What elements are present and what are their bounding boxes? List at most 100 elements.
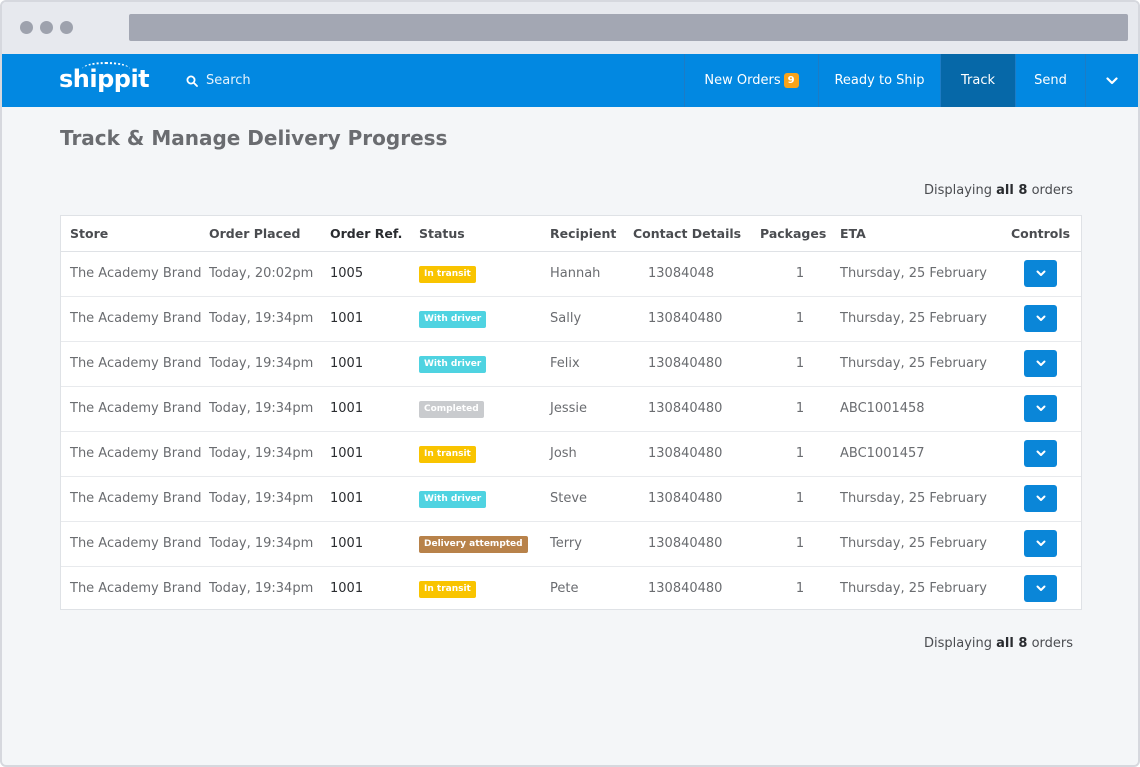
chevron-down-icon bbox=[1106, 76, 1118, 84]
search-icon bbox=[186, 75, 198, 87]
cell-store: The Academy Brand bbox=[61, 386, 209, 432]
cell-status: With driver bbox=[419, 296, 550, 342]
search-placeholder: Search bbox=[206, 73, 251, 88]
cell-controls bbox=[1004, 386, 1081, 432]
cell-packages: 1 bbox=[760, 521, 840, 567]
column-header-store[interactable]: Store bbox=[61, 216, 209, 252]
displaying-prefix: Displaying bbox=[923, 183, 993, 198]
cell-contact-details: 130840480 bbox=[633, 341, 760, 387]
orders-table-container: Store Order Placed Order Ref. Status Rec… bbox=[60, 215, 1082, 610]
table-row[interactable]: The Academy Brand Today, 19:34pm 1001 Compl… bbox=[61, 386, 1081, 432]
cell-status: Delivery attempted bbox=[419, 521, 550, 567]
row-actions-dropdown-button[interactable] bbox=[1024, 575, 1057, 603]
cell-order-ref: 1001 bbox=[330, 386, 419, 432]
status-badge: Completed bbox=[419, 400, 484, 418]
cell-recipient: Sally bbox=[550, 296, 633, 342]
row-actions-dropdown-button[interactable] bbox=[1024, 440, 1057, 467]
row-actions-dropdown-button[interactable] bbox=[1024, 395, 1057, 422]
cell-recipient: Hannah bbox=[550, 251, 633, 297]
status-badge: In transit bbox=[419, 265, 476, 283]
chevron-down-icon bbox=[1036, 540, 1046, 546]
cell-eta: Thursday, 25 February bbox=[840, 296, 1004, 342]
cell-recipient: Felix bbox=[550, 341, 633, 387]
cell-order-placed: Today, 19:34pm bbox=[209, 296, 330, 342]
chevron-down-icon bbox=[1036, 360, 1046, 366]
column-header-status[interactable]: Status bbox=[419, 216, 550, 252]
row-actions-dropdown-button[interactable] bbox=[1024, 530, 1057, 557]
row-actions-dropdown-button[interactable] bbox=[1024, 350, 1057, 377]
table-row[interactable]: The Academy Brand Today, 19:34pm 1001 In tr… bbox=[61, 566, 1081, 611]
window-maximize-dot[interactable] bbox=[60, 21, 73, 34]
app-logo[interactable]: shippit bbox=[59, 65, 150, 93]
chevron-down-icon bbox=[1036, 315, 1046, 321]
chevron-down-icon bbox=[1036, 270, 1046, 276]
cell-store: The Academy Brand bbox=[61, 476, 209, 522]
table-row[interactable]: The Academy Brand Today, 19:34pm 1001 In tr… bbox=[61, 431, 1081, 477]
cell-order-ref: 1001 bbox=[330, 521, 419, 567]
table-row[interactable]: The Academy Brand Today, 19:34pm 1001 With … bbox=[61, 476, 1081, 522]
nav-label: Send bbox=[1034, 73, 1067, 88]
nav-item-send[interactable]: Send bbox=[1015, 54, 1085, 107]
cell-eta: Thursday, 25 February bbox=[840, 581, 987, 597]
nav-item-new-orders[interactable]: New Orders 9 bbox=[684, 54, 818, 107]
cell-status: In transit bbox=[419, 431, 550, 477]
displaying-suffix: orders bbox=[1031, 183, 1073, 198]
chevron-down-icon bbox=[1036, 405, 1046, 411]
cell-controls bbox=[1004, 566, 1081, 611]
window-close-dot[interactable] bbox=[20, 21, 33, 34]
displaying-prefix: Displaying bbox=[923, 636, 993, 651]
nav-more-dropdown[interactable] bbox=[1085, 54, 1138, 107]
cell-order-placed: Today, 19:34pm bbox=[209, 521, 330, 567]
results-count-top: Displaying all 8 orders bbox=[924, 183, 1073, 198]
window-minimize-dot[interactable] bbox=[40, 21, 53, 34]
cell-order-ref: 1001 bbox=[330, 431, 419, 477]
column-header-order-placed[interactable]: Order Placed bbox=[209, 216, 330, 252]
table-row[interactable]: The Academy Brand Today, 19:34pm 1001 Deliv… bbox=[61, 521, 1081, 567]
cell-controls bbox=[1004, 476, 1081, 522]
column-header-packages[interactable]: Packages bbox=[760, 216, 840, 252]
column-header-recipient[interactable]: Recipient bbox=[550, 216, 633, 252]
cell-store: The Academy Brand bbox=[70, 581, 202, 597]
row-actions-dropdown-button[interactable] bbox=[1024, 260, 1057, 287]
address-bar[interactable] bbox=[129, 14, 1128, 41]
cell-order-ref: 1001 bbox=[330, 581, 364, 597]
cell-status: With driver bbox=[419, 341, 550, 387]
cell-store: The Academy Brand bbox=[61, 521, 209, 567]
cell-eta: Thursday, 25 February bbox=[840, 251, 1004, 297]
cell-order-ref: 1001 bbox=[330, 476, 419, 522]
browser-chrome bbox=[2, 2, 1138, 54]
cell-recipient: Josh bbox=[550, 431, 633, 477]
top-navbar: shippit Search New Orders 9 Ready to Shi… bbox=[2, 54, 1138, 107]
cell-order-placed: Today, 19:34pm bbox=[209, 431, 330, 477]
cell-contact-details: 130840480 bbox=[633, 476, 760, 522]
row-actions-dropdown-button[interactable] bbox=[1024, 305, 1057, 332]
table-row[interactable]: The Academy Brand Today, 19:34pm 1001 With … bbox=[61, 296, 1081, 342]
cell-status: Completed bbox=[419, 386, 550, 432]
cell-recipient: Pete bbox=[550, 581, 579, 597]
cell-eta: Thursday, 25 February bbox=[840, 476, 1004, 522]
displaying-count: all 8 bbox=[996, 636, 1028, 651]
status-badge: Delivery attempted bbox=[419, 535, 528, 553]
column-header-order-ref[interactable]: Order Ref. bbox=[330, 216, 419, 252]
cell-controls bbox=[1004, 341, 1081, 387]
column-header-eta[interactable]: ETA bbox=[840, 216, 1004, 252]
column-header-contact-details[interactable]: Contact Details bbox=[633, 216, 760, 252]
cell-contact-details: 130840480 bbox=[633, 296, 760, 342]
cell-recipient: Terry bbox=[550, 521, 633, 567]
orders-table: Store Order Placed Order Ref. Status Rec… bbox=[61, 216, 1081, 611]
cell-order-placed: Today, 19:34pm bbox=[209, 386, 330, 432]
table-row[interactable]: The Academy Brand Today, 20:02pm 1005 In tr… bbox=[61, 251, 1081, 297]
cell-contact-details: 130840480 bbox=[648, 581, 723, 597]
search-field[interactable]: Search bbox=[186, 73, 251, 88]
cell-packages: 1 bbox=[760, 296, 840, 342]
cell-store: The Academy Brand bbox=[61, 431, 209, 477]
chevron-down-icon bbox=[1036, 585, 1046, 592]
cell-order-ref: 1001 bbox=[330, 341, 419, 387]
nav-item-ready-to-ship[interactable]: Ready to Ship bbox=[818, 54, 940, 107]
page-title: Track & Manage Delivery Progress bbox=[60, 126, 448, 150]
row-actions-dropdown-button[interactable] bbox=[1024, 485, 1057, 512]
table-row[interactable]: The Academy Brand Today, 19:34pm 1001 With … bbox=[61, 341, 1081, 387]
cell-contact-details: 130840480 bbox=[633, 386, 760, 432]
nav-item-track[interactable]: Track bbox=[940, 54, 1015, 107]
